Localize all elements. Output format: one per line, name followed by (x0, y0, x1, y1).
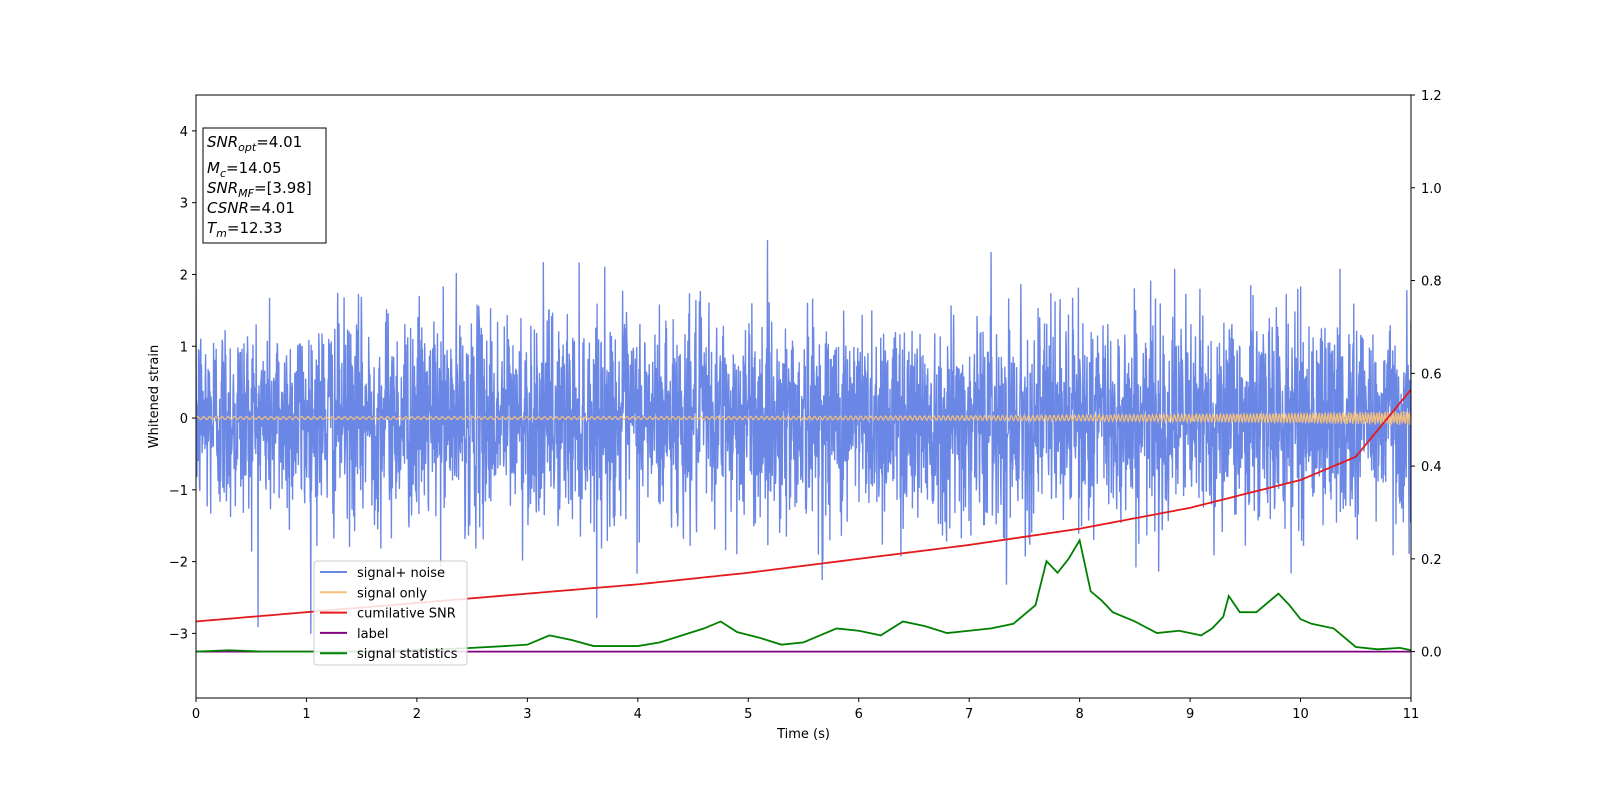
x-tick-label: 3 (523, 707, 531, 722)
annotation-line: SNRopt=4.01 (207, 133, 302, 154)
x-tick-label: 4 (634, 707, 642, 722)
annotation-box: SNRopt=4.01 Mc=14.05SNRMF=[3.98]CSNR=4.01… (202, 127, 327, 244)
annotation-line: Tm=12.33 (207, 219, 282, 240)
x-tick-label: 8 (1075, 707, 1083, 722)
x-tick-label: 2 (413, 707, 421, 722)
x-tick-label: 6 (855, 707, 863, 722)
x-tick-label: 0 (192, 707, 200, 722)
legend-label: signal+ noise (357, 566, 445, 581)
x-tick-label: 5 (744, 707, 752, 722)
x-axis-label: Time (s) (776, 727, 830, 742)
y-right-tick-label: 0.6 (1421, 367, 1442, 382)
y-tick-label: −1 (169, 484, 188, 499)
legend: signal+ noise signal only cumilative SNR la… (313, 560, 468, 666)
x-tick-label: 7 (965, 707, 973, 722)
y-right-tick-label: 0.2 (1421, 553, 1442, 568)
series-signal-noise (196, 240, 1411, 635)
x-tick-label: 11 (1403, 707, 1420, 722)
legend-label: label (357, 627, 388, 642)
x-tick-label: 1 (302, 707, 310, 722)
y-tick-label: −2 (169, 556, 188, 571)
plot-frame (195, 94, 1412, 699)
x-tick-label: 9 (1186, 707, 1194, 722)
legend-label: signal statistics (357, 647, 458, 662)
y-tick-label: 3 (180, 197, 188, 212)
annotation-line: CSNR=4.01 (207, 199, 295, 217)
y-tick-label: 4 (180, 125, 188, 140)
series-signal-only (196, 410, 1411, 426)
y-axis-label: Whitened strain (147, 345, 162, 448)
y-right-tick-label: 1.2 (1421, 89, 1442, 104)
y-tick-label: 2 (180, 268, 188, 283)
y-tick-label: 1 (180, 340, 188, 355)
x-tick-label: 10 (1292, 707, 1309, 722)
y-right-tick-label: 0.4 (1421, 460, 1442, 475)
y-right-tick-label: 1.0 (1421, 182, 1442, 197)
y-right-tick-label: 0.0 (1421, 646, 1442, 661)
y-tick-label: −3 (169, 627, 188, 642)
annotation-line: Mc=14.05 (207, 159, 282, 180)
annotation-line: SNRMF=[3.98] (207, 179, 312, 200)
legend-label: signal only (357, 586, 427, 601)
series-signal-statistics (196, 537, 1411, 653)
legend-label: cumilative SNR (357, 607, 456, 622)
annotation-frame (202, 127, 327, 244)
y-right-tick-label: 0.8 (1421, 275, 1442, 290)
y-tick-label: 0 (180, 412, 188, 427)
legend-frame (313, 560, 468, 666)
